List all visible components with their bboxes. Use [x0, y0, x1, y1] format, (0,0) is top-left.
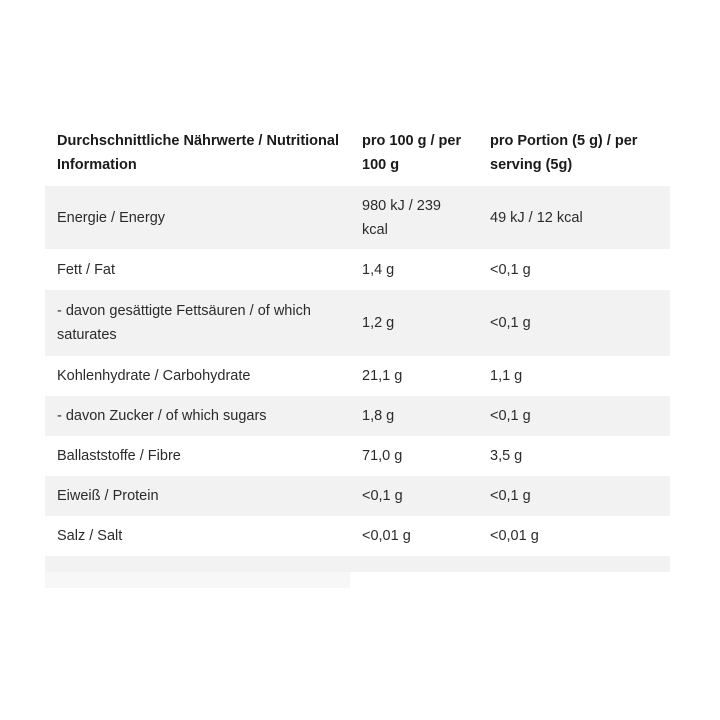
value-per-portion: <0,1 g	[490, 261, 531, 278]
value-per-portion: 49 kJ / 12 kcal	[490, 209, 583, 226]
table-row: Kohlenhydrate / Carbohydrate 21,1 g 1,1 …	[45, 356, 670, 396]
nutrient-name: Eiweiß / Protein	[57, 488, 159, 504]
nutrition-table: Durchschnittliche Nährwerte / Nutritiona…	[45, 120, 670, 588]
value-per-100g: 1,8 g	[362, 408, 395, 424]
table-row: Energie / Energy 980 kJ / 239 kcal 49 kJ…	[45, 186, 670, 249]
table-row: - davon gesättigte Fettsäuren / of which…	[45, 290, 670, 356]
value-per-100g: 71,0 g	[362, 448, 403, 464]
table-row: Ballaststoffe / Fibre 71,0 g 3,5 g	[45, 436, 670, 476]
nutrient-name: Ballaststoffe / Fibre	[57, 448, 181, 464]
value-per-100g: 1,2 g	[362, 315, 395, 331]
header-per-100g: pro 100 g / per 100 g	[362, 133, 462, 173]
table-row: Salz / Salt <0,01 g <0,01 g	[45, 516, 670, 556]
nutrient-name: Fett / Fat	[57, 261, 116, 278]
nutrient-name: Energie / Energy	[57, 209, 166, 226]
nutrient-name: Salz / Salt	[57, 528, 123, 544]
value-per-portion: <0,1 g	[490, 488, 531, 504]
table-row: Fett / Fat 1,4 g <0,1 g	[45, 249, 670, 290]
value-per-100g: <0,1 g	[362, 488, 403, 504]
value-per-100g: 21,1 g	[362, 368, 403, 384]
header-per-portion: pro Portion (5 g) / per serving (5g)	[490, 133, 638, 173]
value-per-portion: <0,1 g	[490, 408, 531, 424]
table-row: Eiweiß / Protein <0,1 g <0,1 g	[45, 476, 670, 516]
table-footer-band	[45, 556, 670, 572]
nutrient-name: - davon gesättigte Fettsäuren / of which…	[57, 303, 311, 343]
value-per-portion: 1,1 g	[490, 368, 523, 384]
value-per-100g: 980 kJ / 239 kcal	[362, 197, 441, 238]
value-per-100g: 1,4 g	[362, 261, 395, 278]
header-nutrient: Durchschnittliche Nährwerte / Nutritiona…	[57, 133, 339, 173]
value-per-portion: <0,1 g	[490, 315, 531, 331]
nutrient-name: - davon Zucker / of which sugars	[57, 408, 267, 424]
value-per-portion: 3,5 g	[490, 448, 523, 464]
table-header: Durchschnittliche Nährwerte / Nutritiona…	[45, 120, 670, 186]
table-row: - davon Zucker / of which sugars 1,8 g <…	[45, 396, 670, 436]
nutrient-name: Kohlenhydrate / Carbohydrate	[57, 368, 251, 384]
value-per-portion: <0,01 g	[490, 528, 539, 544]
value-per-100g: <0,01 g	[362, 528, 411, 544]
table-footer-fade	[45, 572, 350, 588]
